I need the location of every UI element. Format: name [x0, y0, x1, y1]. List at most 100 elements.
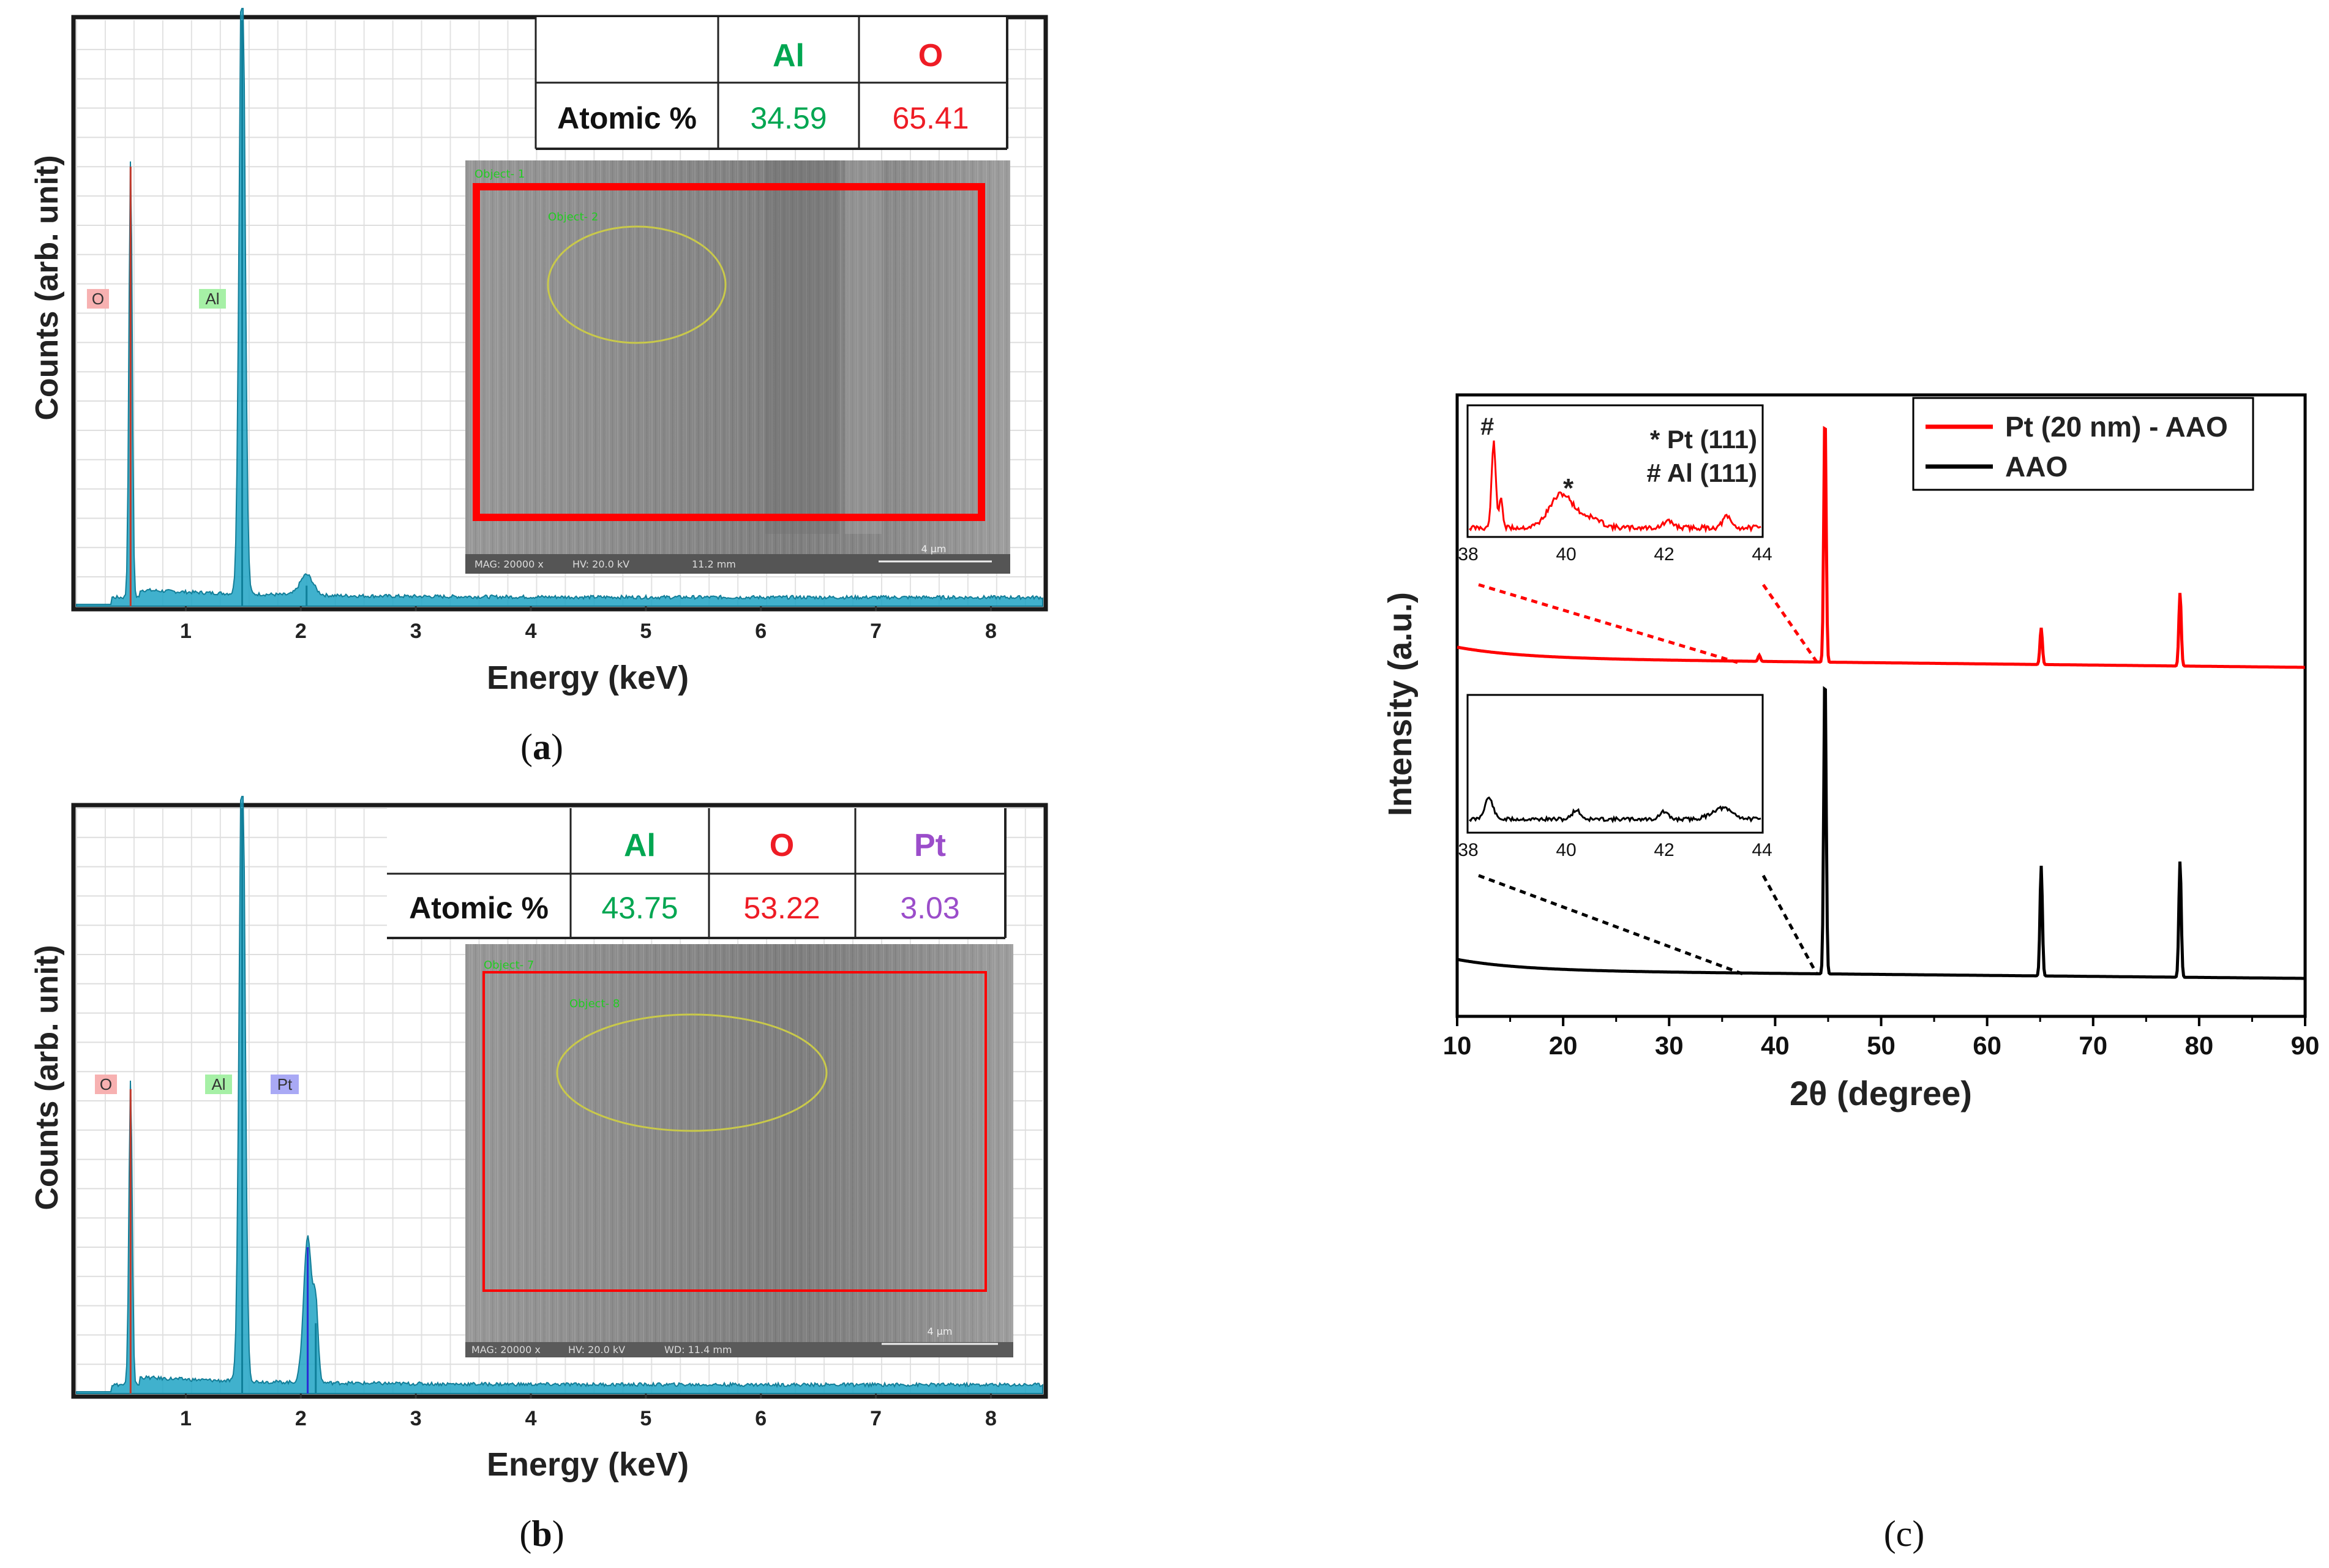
- table-header-o-a: O: [918, 38, 943, 73]
- x-tick-label: 8: [985, 1407, 997, 1430]
- x-tick-label: 3: [410, 1407, 422, 1430]
- sem-footer-mag-a: MAG: 20000 x: [474, 558, 544, 570]
- svg-text:O: O: [100, 1075, 112, 1093]
- zoom-line-bottom-left: [1478, 874, 1746, 977]
- table-row-label-b: Atomic %: [409, 891, 549, 925]
- selection-rect-b: [482, 971, 987, 1292]
- inset-bottom-tick-40: 40: [1556, 840, 1576, 860]
- sem-footer-wd-a: 11.2 mm: [692, 558, 736, 570]
- x-tick-label: 8: [985, 620, 997, 643]
- sem-image-a: Object- 1 Object- 2 MAG: 20000 x HV: 20.…: [465, 160, 1010, 574]
- selection-ellipse-a: [547, 225, 727, 344]
- inset-bottom-curve: [1469, 796, 1761, 823]
- y-axis-label-a: Counts (arb. unit): [29, 155, 65, 420]
- spectrum-a: [76, 7, 1043, 607]
- x-tick-label: 5: [640, 620, 651, 643]
- x-tick-label: 1: [180, 620, 192, 643]
- svg-text:Pt: Pt: [277, 1075, 293, 1093]
- peak-label-o-b: O: [95, 1075, 117, 1094]
- peak-label-al-a: Al: [199, 289, 226, 309]
- table-header-al-b: Al: [624, 828, 656, 863]
- sem-object-1-a: Object- 1: [474, 168, 525, 181]
- x-ticks-b: 1 2 3 4 5 6 7 8: [180, 1394, 997, 1430]
- table-value-o-b: 53.22: [743, 891, 820, 925]
- x-tick-label: 2: [295, 1407, 307, 1430]
- xrd-tick-label: 60: [1973, 1031, 2001, 1060]
- x-tick-label: 6: [755, 1407, 767, 1430]
- sem-footer-mag-b: MAG: 20000 x: [471, 1344, 541, 1356]
- x-tick-label: 4: [525, 620, 537, 643]
- zoom-line-top-right: [1761, 583, 1819, 664]
- x-ticks-a: 1 2 3 4 5 6 7 8: [180, 606, 997, 643]
- selection-ellipse-b: [556, 1013, 828, 1132]
- sem-footer-hv-b: HV: 20.0 kV: [568, 1344, 625, 1356]
- xrd-tick-label: 70: [2079, 1031, 2107, 1060]
- table-header-al-a: Al: [773, 38, 804, 73]
- x-axis-label-a: Energy (keV): [487, 659, 689, 696]
- inset-bottom-tick-44: 44: [1752, 840, 1772, 860]
- inset-top-tick-38: 38: [1458, 544, 1478, 565]
- caption-b: (b): [519, 1514, 564, 1554]
- xrd-legend: Pt (20 nm) - AAO AAO: [1912, 397, 2254, 491]
- selection-rect-a: [473, 183, 985, 521]
- table-value-al-a: 34.59: [750, 101, 827, 135]
- xrd-line-aao: [1457, 686, 2305, 980]
- inset-top-tick-40: 40: [1556, 544, 1576, 565]
- peak-label-o-a: O: [87, 289, 109, 309]
- xrd-tick-label: 20: [1549, 1031, 1578, 1060]
- spectrum-fill: [76, 7, 1043, 607]
- xrd-y-axis-label: Intensity (a.u.): [1382, 592, 1419, 816]
- x-tick-label: 7: [870, 1407, 882, 1430]
- legend-label-aao: AAO: [2005, 451, 2068, 482]
- x-tick-label: 3: [410, 620, 422, 643]
- xrd-series: [1457, 426, 2305, 980]
- xrd-tick-label: 50: [1867, 1031, 1896, 1060]
- inset-line: [1469, 796, 1761, 823]
- inset-hash-marker: #: [1480, 413, 1494, 440]
- sem-image-b: Object- 7 Object- 8 MAG: 20000 x HV: 20.…: [465, 944, 1013, 1357]
- panel-b: 1 2 3 4 5 6 7 8 Counts (arb. unit) Energy (keV)…: [29, 795, 1048, 1554]
- sem-object-2-b: Object- 8: [569, 997, 620, 1010]
- x-tick-label: 5: [640, 1407, 651, 1430]
- inset-top-curve: [1468, 440, 1761, 533]
- caption-a: (a): [520, 727, 563, 767]
- xrd-x-axis-label: 2θ (degree): [1790, 1074, 1972, 1112]
- atomic-table-a: Al O Atomic % 34.59 65.41: [534, 17, 1008, 150]
- xrd-tick-label: 10: [1443, 1031, 1472, 1060]
- table-value-al-b: 43.75: [601, 891, 678, 925]
- sem-footer-wd-b: WD: 11.4 mm: [664, 1344, 732, 1356]
- x-axis-label-b: Energy (keV): [487, 1446, 689, 1483]
- sem-scale-label-a: 4 μm: [921, 543, 946, 555]
- peak-label-al-b: Al: [205, 1075, 232, 1094]
- x-tick-label: 4: [525, 1407, 537, 1430]
- svg-text:O: O: [92, 290, 104, 308]
- sem-scale-label-b: 4 μm: [927, 1326, 952, 1337]
- svg-text:Al: Al: [205, 290, 219, 308]
- table-row-label-a: Atomic %: [557, 101, 697, 135]
- atomic-table-b: Al O Pt Atomic % 43.75 53.22 3.03: [387, 808, 1007, 939]
- panel-c: 10 20 30 40 50 60 70 80 90 Intensity (a.u.) 2θ (…: [1382, 393, 2320, 1554]
- svg-text:Al: Al: [211, 1075, 225, 1093]
- zoom-line-top-left: [1478, 583, 1738, 664]
- legend-label-pt: Pt (20 nm) - AAO: [2005, 411, 2228, 443]
- inset-bottom-tick-42: 42: [1654, 840, 1674, 860]
- xrd-tick-label: 80: [2185, 1031, 2214, 1060]
- zoom-line-bottom-right: [1761, 874, 1819, 976]
- xrd-tick-label: 40: [1761, 1031, 1790, 1060]
- x-tick-label: 6: [755, 620, 767, 643]
- sem-object-2-a: Object- 2: [548, 211, 598, 223]
- sem-object-1-b: Object- 7: [484, 959, 534, 972]
- x-tick-label: 7: [870, 620, 882, 643]
- inset-label-pt111: * Pt (111): [1650, 425, 1757, 454]
- inset-top: # * * Pt (111) # Al (111) 38 40 42 44: [1458, 404, 1819, 664]
- xrd-x-ticks: 10 20 30 40 50 60 70 80 90: [1443, 1016, 2320, 1060]
- peak-label-pt-b: Pt: [271, 1075, 299, 1094]
- inset-top-tick-44: 44: [1752, 544, 1772, 565]
- xrd-tick-label: 90: [2291, 1031, 2320, 1060]
- y-axis-label-b: Counts (arb. unit): [29, 945, 65, 1210]
- x-tick-label: 2: [295, 620, 307, 643]
- sem-footer-hv-a: HV: 20.0 kV: [572, 558, 629, 570]
- x-tick-label: 1: [180, 1407, 192, 1430]
- caption-c: (c): [1884, 1514, 1925, 1554]
